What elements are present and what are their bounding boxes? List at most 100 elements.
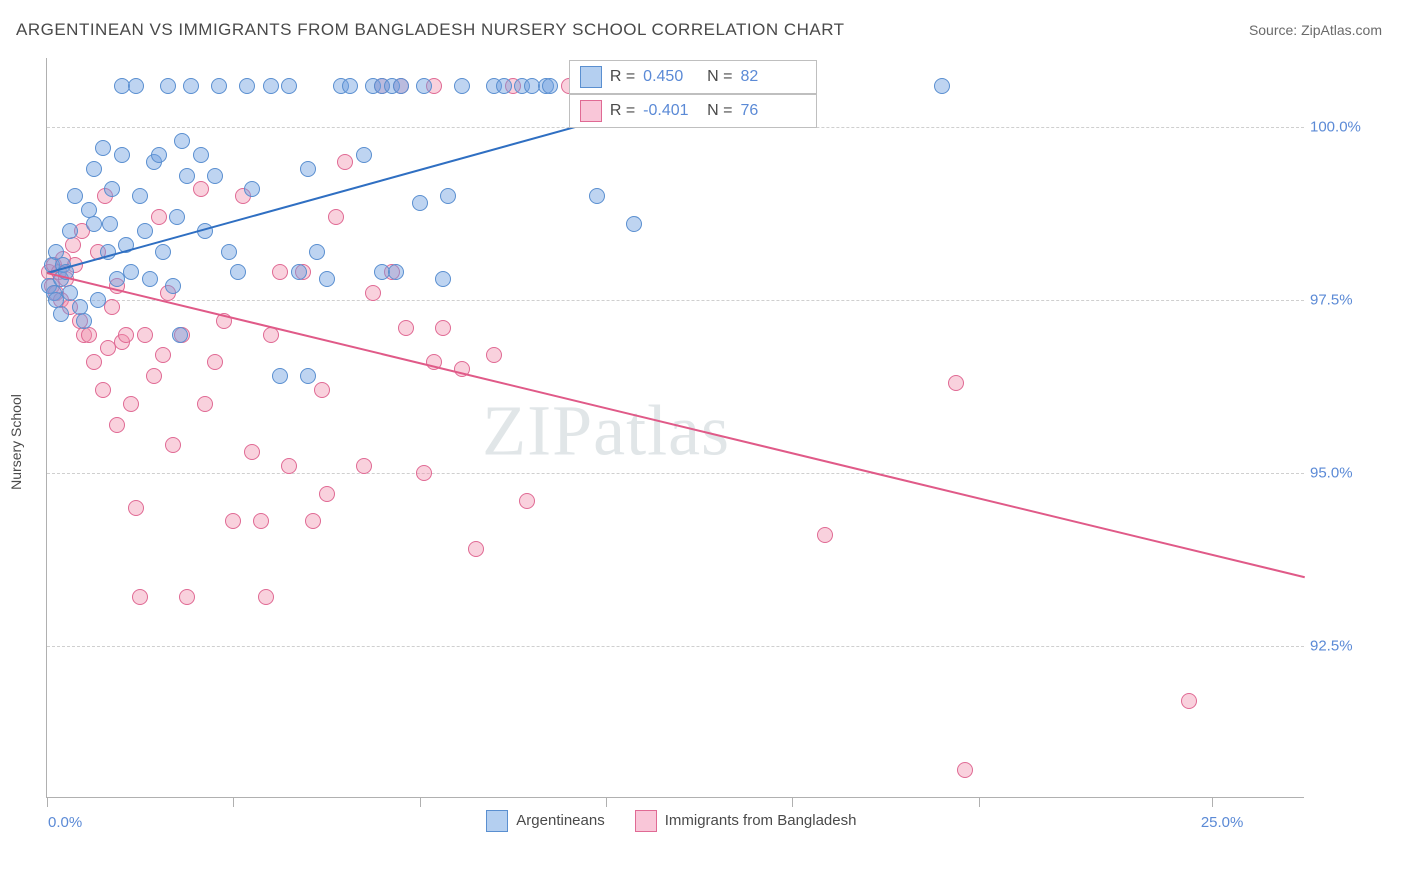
point-series2: [948, 375, 964, 391]
n-value: 76: [741, 102, 759, 120]
point-series1: [165, 278, 181, 294]
point-series2: [132, 589, 148, 605]
point-series1: [393, 78, 409, 94]
point-series2: [123, 396, 139, 412]
y-tick-label: 95.0%: [1310, 464, 1370, 481]
point-series1: [496, 78, 512, 94]
source-label: Source: ZipAtlas.com: [1249, 22, 1382, 38]
x-tick: [420, 797, 421, 807]
point-series1: [67, 188, 83, 204]
gridline-h: [47, 646, 1304, 647]
point-series1: [230, 264, 246, 280]
point-series2: [337, 154, 353, 170]
r-value: 0.450: [643, 68, 699, 86]
point-series2: [197, 396, 213, 412]
y-tick-label: 97.5%: [1310, 292, 1370, 309]
point-series2: [86, 354, 102, 370]
point-series1: [319, 271, 335, 287]
gridline-h: [47, 300, 1304, 301]
point-series2: [179, 589, 195, 605]
point-series1: [388, 264, 404, 280]
x-tick: [233, 797, 234, 807]
point-series1: [137, 223, 153, 239]
watermark: ZIPatlas: [482, 390, 730, 473]
x-tick: [1212, 797, 1213, 807]
legend-label: Immigrants from Bangladesh: [665, 812, 857, 829]
point-series2: [95, 382, 111, 398]
point-series1: [128, 78, 144, 94]
point-series1: [239, 78, 255, 94]
point-series1: [132, 188, 148, 204]
point-series2: [486, 347, 502, 363]
point-series2: [151, 209, 167, 225]
point-series2: [281, 458, 297, 474]
point-series2: [207, 354, 223, 370]
point-series1: [160, 78, 176, 94]
point-series1: [300, 368, 316, 384]
r-label: R =: [610, 68, 635, 86]
point-series2: [244, 444, 260, 460]
point-series2: [258, 589, 274, 605]
x-tick: [979, 797, 980, 807]
point-series2: [193, 181, 209, 197]
point-series1: [440, 188, 456, 204]
point-series1: [356, 147, 372, 163]
n-label: N =: [707, 68, 732, 86]
legend-swatch: [580, 66, 602, 88]
point-series1: [62, 223, 78, 239]
point-series2: [81, 327, 97, 343]
point-series2: [519, 493, 535, 509]
legend-swatch: [486, 810, 508, 832]
stats-row: R =0.450N =82: [569, 60, 817, 94]
point-series1: [86, 216, 102, 232]
point-series1: [172, 327, 188, 343]
point-series2: [155, 347, 171, 363]
r-label: R =: [610, 102, 635, 120]
point-series2: [305, 513, 321, 529]
point-series1: [342, 78, 358, 94]
point-series2: [137, 327, 153, 343]
x-axis-max-label: 25.0%: [1201, 814, 1244, 831]
point-series1: [291, 264, 307, 280]
point-series1: [272, 368, 288, 384]
trendline-series2: [47, 272, 1305, 578]
r-value: -0.401: [643, 102, 699, 120]
point-series2: [146, 368, 162, 384]
plot-area: ZIPatlas 92.5%95.0%97.5%100.0%R =0.450N …: [46, 58, 1304, 798]
point-series2: [165, 437, 181, 453]
point-series2: [398, 320, 414, 336]
point-series2: [365, 285, 381, 301]
point-series1: [76, 313, 92, 329]
stats-row: R =-0.401N =76: [569, 94, 817, 128]
point-series1: [95, 140, 111, 156]
point-series2: [109, 417, 125, 433]
y-tick-label: 100.0%: [1310, 119, 1370, 136]
x-tick: [606, 797, 607, 807]
point-series1: [193, 147, 209, 163]
point-series2: [65, 237, 81, 253]
point-series1: [169, 209, 185, 225]
point-series1: [934, 78, 950, 94]
point-series1: [155, 244, 171, 260]
legend-swatch: [580, 100, 602, 122]
point-series2: [128, 500, 144, 516]
point-series2: [1181, 693, 1197, 709]
legend-item: Immigrants from Bangladesh: [635, 810, 857, 832]
point-series1: [86, 161, 102, 177]
point-series1: [174, 133, 190, 149]
point-series1: [123, 264, 139, 280]
point-series1: [221, 244, 237, 260]
chart-title: ARGENTINEAN VS IMMIGRANTS FROM BANGLADES…: [16, 20, 845, 40]
point-series1: [114, 147, 130, 163]
point-series1: [211, 78, 227, 94]
point-series1: [435, 271, 451, 287]
legend-swatch: [635, 810, 657, 832]
plot-wrap: Nursery School ZIPatlas 92.5%95.0%97.5%1…: [46, 58, 1376, 826]
point-series1: [589, 188, 605, 204]
point-series2: [225, 513, 241, 529]
point-series2: [319, 486, 335, 502]
point-series1: [263, 78, 279, 94]
point-series2: [817, 527, 833, 543]
point-series2: [314, 382, 330, 398]
point-series1: [179, 168, 195, 184]
